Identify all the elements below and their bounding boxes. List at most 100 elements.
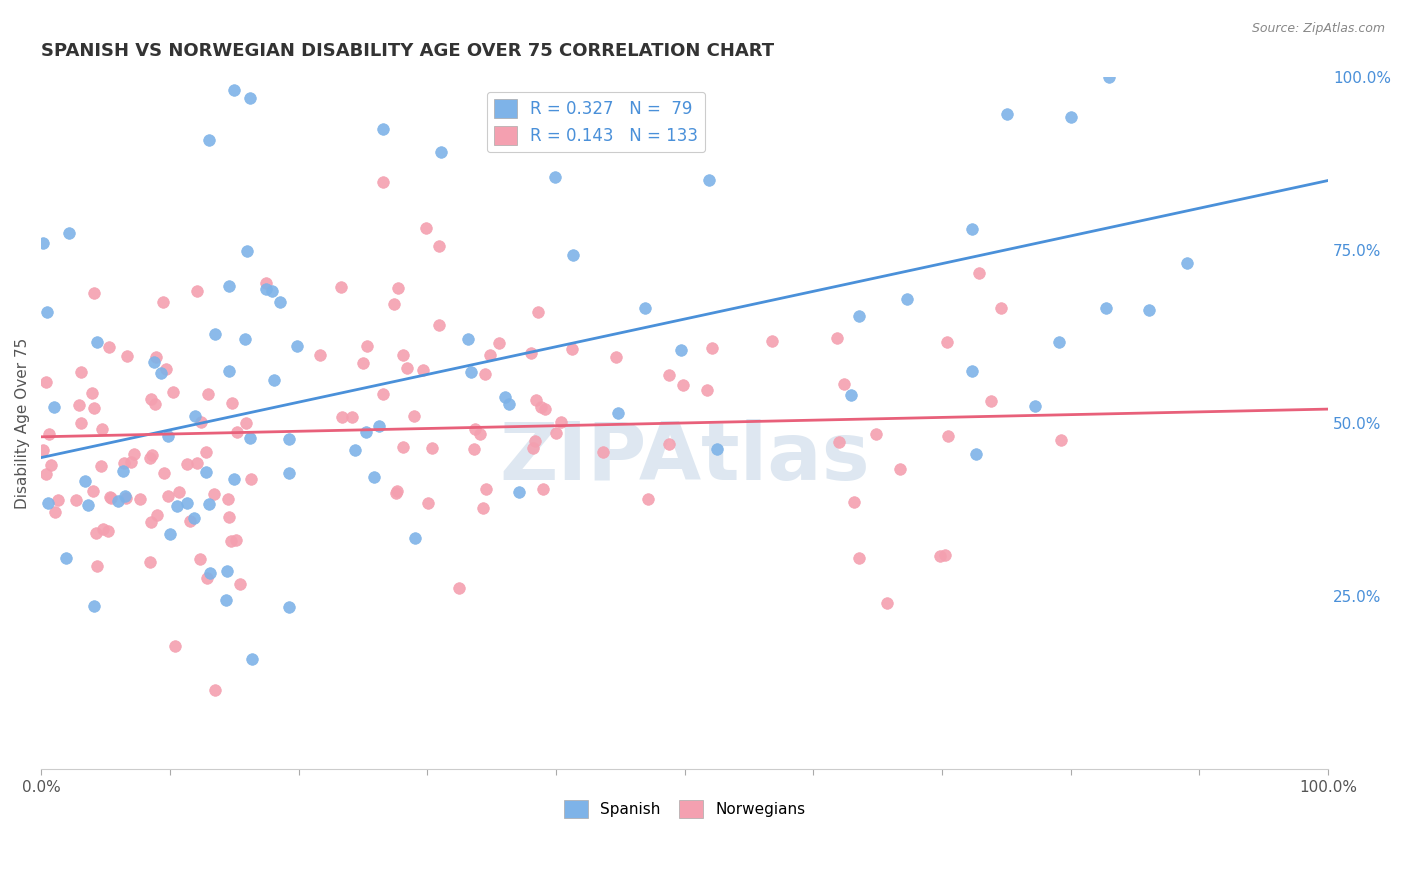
Point xyxy=(550,415,572,429)
Point xyxy=(387,281,409,295)
Point xyxy=(155,361,177,376)
Point xyxy=(152,294,174,309)
Point xyxy=(562,248,585,262)
Point xyxy=(520,346,543,360)
Point xyxy=(204,683,226,698)
Point xyxy=(163,639,186,653)
Point xyxy=(86,559,108,574)
Point xyxy=(67,398,90,412)
Point xyxy=(285,339,308,353)
Point xyxy=(82,386,104,401)
Point xyxy=(35,375,58,389)
Point xyxy=(896,292,918,306)
Point xyxy=(546,425,568,440)
Point xyxy=(263,373,285,387)
Point xyxy=(1060,110,1083,124)
Point xyxy=(32,443,55,458)
Point xyxy=(392,348,415,362)
Point xyxy=(848,551,870,566)
Point xyxy=(412,363,434,377)
Point xyxy=(352,356,374,370)
Point xyxy=(129,492,152,507)
Point xyxy=(39,458,62,472)
Point xyxy=(960,363,983,377)
Point xyxy=(82,483,104,498)
Point xyxy=(980,394,1002,409)
Point xyxy=(217,565,239,579)
Point xyxy=(524,392,547,407)
Point xyxy=(543,170,565,185)
Point xyxy=(98,340,121,354)
Point xyxy=(114,490,136,504)
Point xyxy=(533,401,555,416)
Point xyxy=(97,524,120,538)
Point xyxy=(637,491,659,506)
Point xyxy=(32,235,55,250)
Point xyxy=(371,121,394,136)
Point xyxy=(330,410,353,425)
Text: Source: ZipAtlas.com: Source: ZipAtlas.com xyxy=(1251,22,1385,36)
Point xyxy=(1047,334,1070,349)
Point xyxy=(221,534,243,549)
Point xyxy=(634,301,657,315)
Point xyxy=(429,145,451,159)
Point xyxy=(367,419,389,434)
Point xyxy=(415,220,437,235)
Point xyxy=(607,406,630,420)
Point xyxy=(239,91,262,105)
Point xyxy=(363,470,385,484)
Point xyxy=(120,454,142,468)
Point xyxy=(179,514,201,528)
Point xyxy=(522,441,544,455)
Point xyxy=(696,383,718,397)
Point xyxy=(527,112,550,127)
Point xyxy=(1177,256,1199,270)
Point xyxy=(176,458,198,472)
Point xyxy=(37,305,59,319)
Point xyxy=(990,301,1012,315)
Point xyxy=(488,336,510,351)
Point xyxy=(1098,70,1121,84)
Point xyxy=(1024,399,1046,413)
Point xyxy=(524,434,547,449)
Point xyxy=(329,280,352,294)
Point xyxy=(402,409,425,424)
Point xyxy=(995,107,1018,121)
Point xyxy=(531,483,554,497)
Point xyxy=(934,548,956,562)
Point xyxy=(150,366,173,380)
Point xyxy=(98,490,121,504)
Point xyxy=(225,425,247,439)
Point xyxy=(395,360,418,375)
Text: SPANISH VS NORWEGIAN DISABILITY AGE OVER 75 CORRELATION CHART: SPANISH VS NORWEGIAN DISABILITY AGE OVER… xyxy=(41,42,775,60)
Point xyxy=(530,401,553,415)
Point xyxy=(86,334,108,349)
Point xyxy=(464,422,486,436)
Y-axis label: Disability Age Over 75: Disability Age Over 75 xyxy=(15,337,30,508)
Point xyxy=(83,285,105,300)
Point xyxy=(658,437,681,451)
Point xyxy=(114,491,136,505)
Point xyxy=(77,498,100,512)
Point xyxy=(58,227,80,241)
Point xyxy=(508,485,530,500)
Point xyxy=(702,341,724,355)
Point xyxy=(91,422,114,436)
Point xyxy=(842,495,865,509)
Point xyxy=(197,387,219,401)
Point xyxy=(278,599,301,614)
Point xyxy=(204,327,226,342)
Point xyxy=(391,440,413,454)
Point xyxy=(198,566,221,580)
Point xyxy=(479,348,502,362)
Point xyxy=(825,331,848,345)
Point xyxy=(202,486,225,500)
Point xyxy=(217,491,239,506)
Point xyxy=(195,466,218,480)
Point xyxy=(309,348,332,362)
Point xyxy=(159,526,181,541)
Point xyxy=(84,526,107,541)
Point xyxy=(70,416,93,430)
Point xyxy=(44,400,66,414)
Point xyxy=(186,456,208,470)
